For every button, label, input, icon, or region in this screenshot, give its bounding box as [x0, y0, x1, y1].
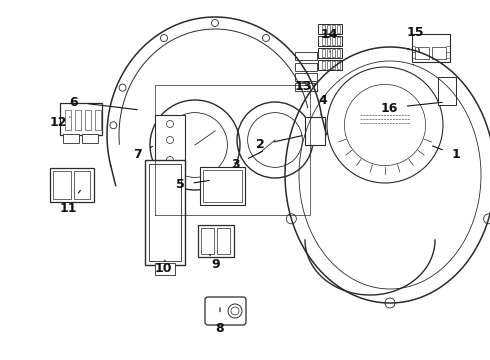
Text: 1: 1	[433, 146, 461, 162]
FancyBboxPatch shape	[205, 297, 246, 325]
Text: 9: 9	[209, 255, 220, 271]
Text: 7: 7	[133, 147, 152, 162]
Bar	[432, 47, 446, 59]
Text: 16: 16	[380, 102, 442, 114]
Bar	[318, 48, 342, 58]
Bar	[322, 49, 325, 57]
Bar	[295, 83, 317, 91]
Bar	[332, 61, 335, 69]
Text: 4: 4	[318, 90, 327, 107]
Text: 6: 6	[70, 95, 137, 110]
Bar	[327, 25, 330, 33]
Bar	[332, 25, 335, 33]
Bar	[295, 73, 317, 81]
Bar	[200, 167, 245, 205]
Bar	[198, 225, 234, 257]
Bar	[53, 171, 71, 199]
Text: 10: 10	[154, 260, 172, 274]
Bar	[327, 61, 330, 69]
Bar	[63, 134, 79, 143]
Bar	[295, 52, 317, 60]
Text: 12: 12	[49, 116, 70, 129]
Text: 8: 8	[216, 308, 224, 334]
Text: 13: 13	[294, 81, 315, 94]
Text: 15: 15	[406, 26, 424, 51]
Text: 11: 11	[59, 190, 80, 215]
Text: 5: 5	[175, 179, 209, 192]
Bar	[295, 63, 317, 71]
Bar	[74, 171, 90, 199]
Bar	[332, 37, 335, 45]
Bar	[322, 25, 325, 33]
Bar	[412, 34, 450, 62]
Bar	[305, 117, 325, 145]
Bar	[145, 160, 185, 265]
Bar	[201, 228, 214, 254]
Bar	[318, 60, 342, 70]
Bar	[318, 36, 342, 46]
Bar	[337, 37, 340, 45]
Bar	[327, 37, 330, 45]
Bar	[332, 49, 335, 57]
Bar	[327, 49, 330, 57]
Bar	[322, 61, 325, 69]
Bar	[155, 115, 185, 170]
Bar	[155, 263, 175, 275]
Bar	[149, 164, 181, 261]
Bar	[75, 110, 81, 130]
Bar	[50, 168, 94, 202]
Bar	[217, 228, 230, 254]
Bar	[60, 103, 102, 135]
Bar	[95, 110, 101, 130]
Bar	[337, 61, 340, 69]
Text: 3: 3	[231, 151, 263, 171]
Text: 14: 14	[320, 28, 338, 52]
Bar	[337, 49, 340, 57]
Bar	[85, 110, 91, 130]
Bar	[415, 47, 429, 59]
Bar	[203, 170, 242, 202]
Bar	[438, 77, 456, 105]
Text: 2: 2	[256, 136, 302, 152]
Bar	[337, 25, 340, 33]
Bar	[82, 134, 98, 143]
Bar	[65, 110, 71, 130]
Bar	[322, 37, 325, 45]
Bar	[318, 24, 342, 34]
